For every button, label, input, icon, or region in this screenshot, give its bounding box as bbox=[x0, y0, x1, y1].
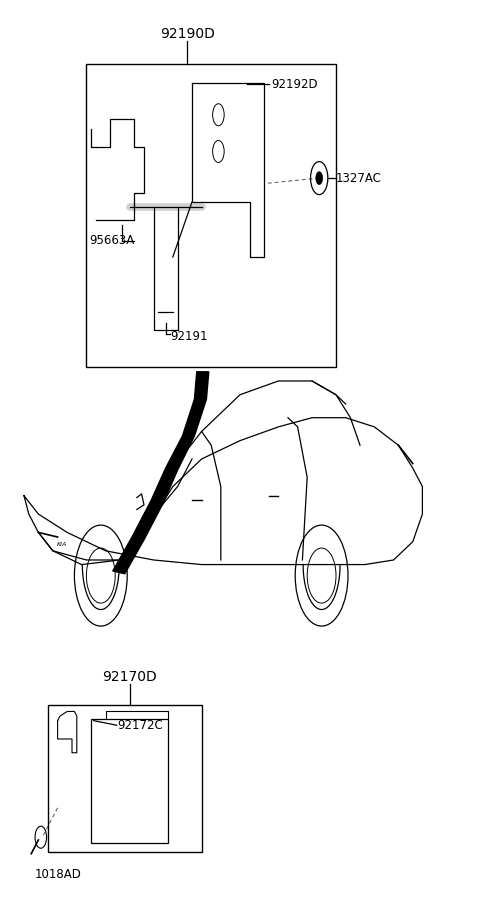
Bar bbox=[48, 705, 202, 852]
Text: KIA: KIA bbox=[57, 543, 68, 547]
Text: 92192D: 92192D bbox=[271, 78, 318, 91]
Polygon shape bbox=[113, 372, 209, 574]
Bar bbox=[86, 64, 336, 367]
Text: 92170D: 92170D bbox=[102, 670, 157, 684]
Bar bbox=[91, 719, 168, 843]
Text: 92172C: 92172C bbox=[118, 719, 163, 732]
Circle shape bbox=[316, 172, 323, 185]
Text: 92190D: 92190D bbox=[160, 28, 215, 41]
Text: 95663A: 95663A bbox=[89, 234, 134, 247]
Text: 1327AC: 1327AC bbox=[336, 172, 382, 185]
Text: 1018AD: 1018AD bbox=[35, 868, 82, 880]
Text: 92191: 92191 bbox=[170, 330, 208, 343]
